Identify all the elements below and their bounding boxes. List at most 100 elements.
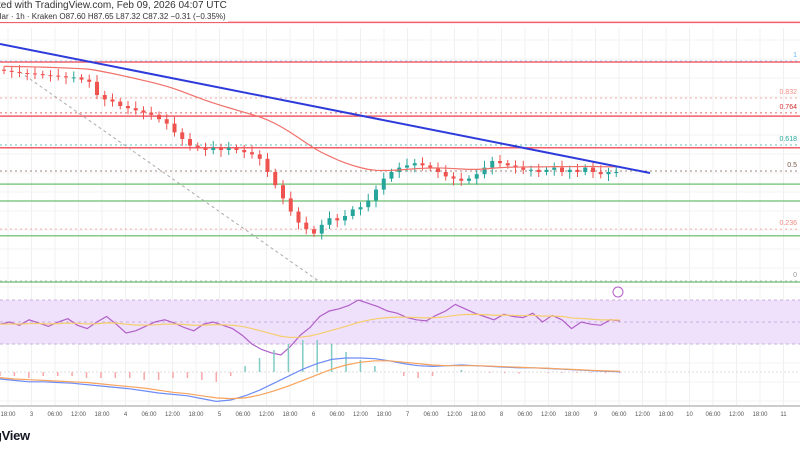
time-axis-tick: 06:00 xyxy=(517,412,533,418)
candle-body xyxy=(552,167,557,170)
candle-body xyxy=(118,101,123,106)
time-axis-tick: 7 xyxy=(406,412,410,418)
candle-body xyxy=(606,172,611,175)
candle-body xyxy=(474,174,479,179)
candle-body xyxy=(467,178,471,181)
moving-average-line xyxy=(3,65,617,172)
time-axis-tick: 06:00 xyxy=(47,412,63,418)
candle-body xyxy=(9,70,14,72)
time-axis-tick: 06:00 xyxy=(611,412,627,418)
candle-body xyxy=(389,172,394,179)
time-axis-tick: 18:00 xyxy=(376,412,392,418)
time-axis-tick: 9 xyxy=(594,412,598,418)
rsi-ma-line xyxy=(0,313,621,339)
fib-level-label: 0.236 xyxy=(779,220,797,227)
candle-body xyxy=(64,76,68,78)
candle-body xyxy=(381,178,386,190)
time-axis-tick: 12:00 xyxy=(71,412,87,418)
time-axis-tick: 6 xyxy=(312,412,316,418)
candle-body xyxy=(164,119,169,124)
candle-body xyxy=(226,147,231,150)
candle-body xyxy=(296,211,301,223)
published-caption: ted with TradingView.com, Feb 09, 2026 0… xyxy=(0,0,227,11)
candle-body xyxy=(405,165,409,168)
candle-body xyxy=(2,69,6,71)
flash-event-icon[interactable] xyxy=(612,286,624,298)
candle-body xyxy=(281,185,285,199)
time-axis-tick: 10 xyxy=(686,412,693,418)
candle-body xyxy=(451,176,456,179)
candle-body xyxy=(25,73,30,74)
candle-body xyxy=(87,79,92,82)
time-axis-tick: 12:00 xyxy=(259,412,275,418)
time-axis-tick: 18:00 xyxy=(752,412,768,418)
time-axis-tick: 12:00 xyxy=(635,412,651,418)
candle-body xyxy=(575,169,580,172)
candle-body xyxy=(583,167,588,172)
candle-body xyxy=(203,147,208,150)
time-axis-tick: 4 xyxy=(124,412,128,418)
candle-body xyxy=(591,167,595,172)
candle-body xyxy=(335,218,340,221)
candle-body xyxy=(257,154,262,159)
candle-body xyxy=(505,163,510,166)
candle-body xyxy=(443,172,448,177)
candle-body xyxy=(412,163,417,166)
candle-body xyxy=(521,167,526,170)
time-axis-tick: 06:00 xyxy=(329,412,345,418)
candle-body xyxy=(374,189,378,201)
time-axis-tick: 12:00 xyxy=(165,412,181,418)
candle-body xyxy=(273,172,278,186)
time-axis-tick: 12:00 xyxy=(729,412,745,418)
candle-body xyxy=(102,95,107,100)
candle-body xyxy=(141,110,146,113)
candle-body xyxy=(211,147,216,150)
candle-body xyxy=(482,167,487,175)
candle-body xyxy=(544,169,549,172)
time-axis-tick: 18:00 xyxy=(564,412,580,418)
fib-level-label: 0.832 xyxy=(779,89,797,96)
candle-body xyxy=(180,132,185,139)
candle-body xyxy=(188,139,192,146)
candle-body xyxy=(265,158,270,172)
candle-body xyxy=(598,172,603,175)
tradingview-logo: gView xyxy=(0,428,30,443)
fib-level-label: 0.618 xyxy=(779,136,797,143)
candle-body xyxy=(126,106,130,109)
time-axis-tick: 3 xyxy=(30,412,34,418)
candle-body xyxy=(490,161,495,168)
candle-body xyxy=(560,167,564,172)
fib-level-label: 0.764 xyxy=(779,104,797,111)
candle-body xyxy=(149,112,154,115)
candle-body xyxy=(536,169,541,172)
candle-body xyxy=(219,147,223,150)
time-axis-tick: 06:00 xyxy=(423,412,439,418)
candle-body xyxy=(420,163,425,166)
candle-body xyxy=(40,74,45,76)
time-axis-tick: 12:00 xyxy=(541,412,557,418)
candle-body xyxy=(312,229,316,234)
time-axis-tick: 5 xyxy=(218,412,222,418)
candle-body xyxy=(288,198,293,212)
candle-body xyxy=(48,75,53,77)
candle-body xyxy=(498,161,502,164)
price-chart[interactable]: 1 0.832 0.764 0.618 0.5 0.236 0 18:00 3 06:00 12:0… xyxy=(0,0,800,425)
candle-body xyxy=(33,73,37,75)
bearish-trend-line xyxy=(0,43,651,174)
candle-body xyxy=(133,108,138,111)
candle-body xyxy=(195,145,200,148)
candle-body xyxy=(614,172,619,173)
candle-body xyxy=(56,75,61,77)
candle-body xyxy=(157,114,161,120)
candle-body xyxy=(319,224,324,234)
fib-level-label: 0 xyxy=(793,272,797,279)
candle-body xyxy=(327,218,332,225)
rsi-line xyxy=(0,299,621,356)
time-axis-tick: 06:00 xyxy=(141,412,157,418)
fib-level-label: 1 xyxy=(793,52,797,59)
candle-body xyxy=(529,169,533,171)
candle-body xyxy=(366,200,371,208)
time-axis-tick: 8 xyxy=(500,412,504,418)
time-axis-tick: 18:00 xyxy=(94,412,110,418)
diagonal-dashed-line xyxy=(19,71,321,283)
